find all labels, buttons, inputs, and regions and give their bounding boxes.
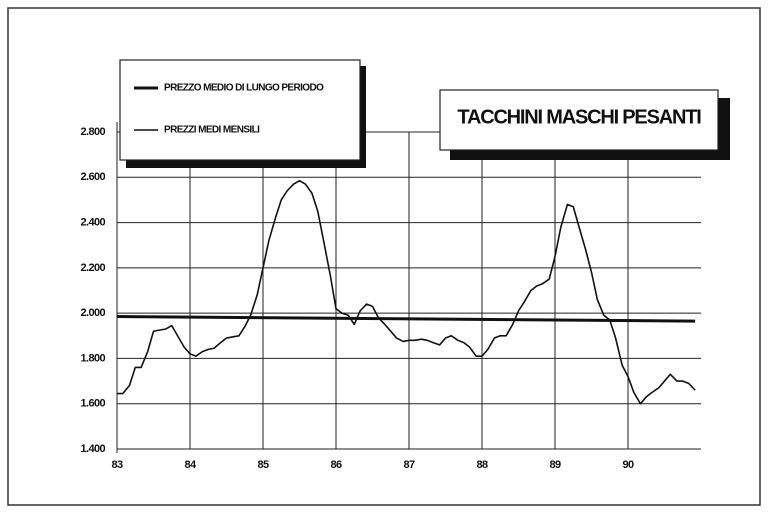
y-tick-label: 2.200 [80, 262, 105, 274]
y-tick-label: 1.400 [80, 443, 105, 455]
x-tick-label: 90 [622, 459, 634, 471]
x-tick-label: 85 [257, 459, 269, 471]
legend-entries: PREZZO MEDIO DI LUNGO PERIODO PREZZI MEDI… [134, 83, 325, 136]
y-tick-label: 2.600 [80, 171, 105, 183]
legend-label: PREZZO MEDIO DI LUNGO PERIODO [164, 83, 324, 94]
x-tick-label: 84 [184, 459, 197, 471]
grid [116, 122, 701, 453]
x-tick-label: 89 [549, 459, 561, 471]
x-tick-label: 83 [111, 459, 123, 471]
y-tick-label: 1.600 [80, 398, 105, 410]
x-tick-label: 88 [476, 459, 488, 471]
y-tick-label: 2.000 [80, 307, 105, 319]
y-tick-label: 1.800 [80, 352, 105, 364]
labels: 1.400 1.600 1.800 2.000 2.200 2.400 2.600 2.800… [80, 126, 634, 471]
chart-title: TACCHINI MASCHI PESANTI [457, 106, 701, 128]
x-tick-label: 87 [403, 459, 415, 471]
legend-label: PREZZI MEDI MENSILI [164, 125, 260, 136]
y-tick-label: 2.400 [80, 216, 105, 228]
legend [119, 59, 361, 161]
lines [116, 179, 696, 405]
title-box [439, 89, 719, 151]
series-line [117, 179, 696, 405]
series-line [116, 315, 696, 323]
y-tick-label: 2.800 [80, 126, 105, 138]
x-tick-label: 86 [330, 459, 342, 471]
